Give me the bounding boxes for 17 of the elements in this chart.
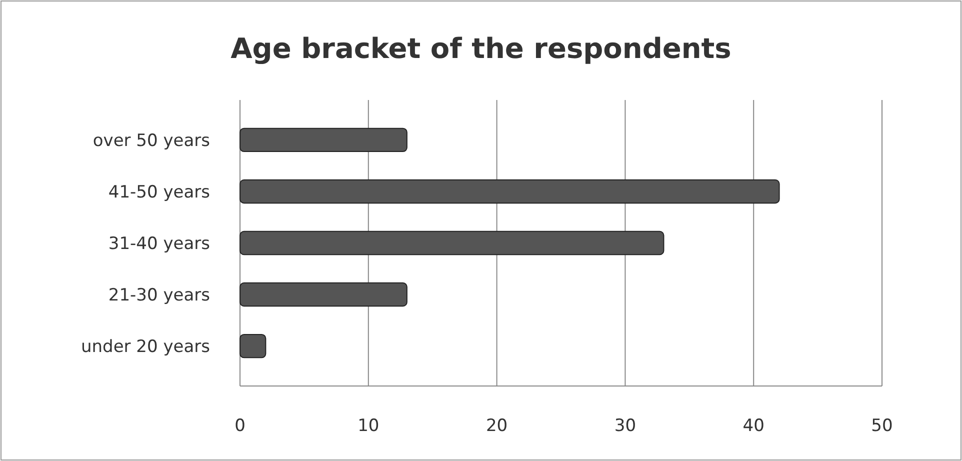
chart-title: Age bracket of the respondents — [230, 32, 732, 65]
bar — [240, 128, 408, 152]
x-tick-label: 10 — [358, 416, 380, 436]
bar — [240, 179, 780, 204]
x-tick-label: 50 — [871, 416, 893, 436]
x-tick-label: 0 — [234, 416, 246, 436]
y-tick-label: 21-30 years — [108, 285, 210, 306]
x-tick-label: 30 — [614, 416, 636, 436]
bar — [240, 230, 664, 256]
y-tick-label: under 20 years — [80, 337, 210, 358]
y-tick-label: 41-50 years — [108, 182, 210, 202]
y-tick-label: over 50 years — [92, 130, 210, 151]
bar — [240, 282, 408, 307]
bar — [240, 334, 266, 358]
x-tick-label: 40 — [742, 416, 764, 436]
x-tick-label: 20 — [486, 416, 508, 436]
y-tick-label: 31-40 years — [108, 234, 210, 254]
